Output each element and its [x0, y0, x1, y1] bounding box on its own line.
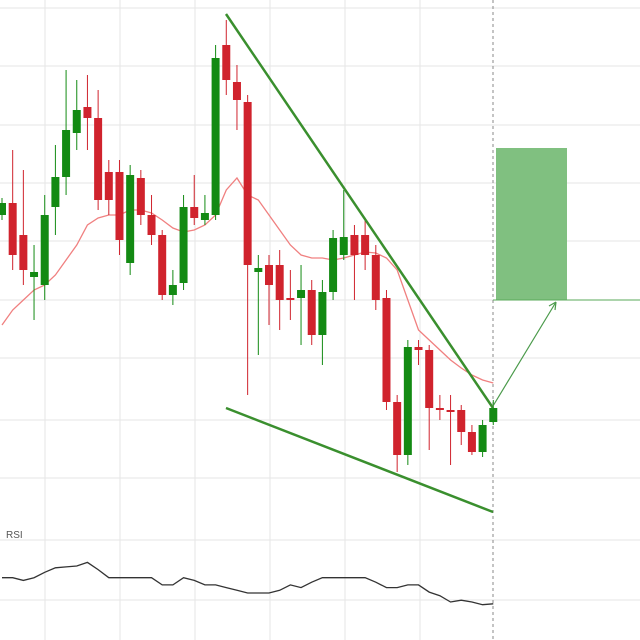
candle-body	[243, 102, 252, 265]
rsi-label: RSI	[6, 530, 23, 541]
candle-body	[19, 235, 28, 270]
candle-body	[339, 237, 348, 255]
candle-body	[286, 298, 295, 300]
candle-body	[265, 265, 273, 285]
upper-trendline	[224, 13, 495, 409]
candle-body	[435, 408, 444, 410]
lower-trendline	[225, 406, 494, 514]
candle-body	[318, 292, 327, 335]
candle-body	[30, 272, 39, 277]
candle-body	[371, 255, 380, 300]
candle-body	[62, 130, 71, 177]
candle-body	[232, 82, 241, 100]
rsi-line	[2, 561, 494, 606]
candle-body	[489, 408, 498, 422]
candle-body	[83, 107, 92, 118]
candle-body	[200, 213, 209, 220]
candle-body	[115, 172, 124, 240]
candle-body	[361, 235, 370, 255]
candle-body	[382, 298, 391, 402]
candle-body	[136, 178, 145, 215]
candle-body	[350, 235, 359, 255]
candle-body	[211, 58, 220, 215]
candle-body	[457, 410, 466, 432]
candle-body	[126, 175, 135, 263]
candle-body	[478, 425, 487, 452]
candle-body	[222, 45, 231, 80]
candle-body	[425, 350, 434, 408]
candle-body	[8, 203, 17, 255]
candle-body	[403, 347, 412, 455]
candle-body	[104, 172, 113, 200]
projection-arrow	[492, 301, 557, 407]
candle-body	[40, 215, 49, 285]
candle-body	[414, 347, 423, 350]
candle-body	[275, 265, 284, 300]
candle-body	[467, 432, 476, 452]
candle-body	[329, 238, 338, 292]
candle-body	[446, 410, 455, 412]
candle-body	[297, 290, 306, 298]
candle-body	[179, 207, 188, 283]
candle-body	[72, 110, 81, 133]
arrow-head	[548, 301, 557, 311]
candle-body	[307, 290, 316, 335]
candle-body	[190, 207, 199, 218]
candle-body	[147, 215, 156, 235]
candle-body	[94, 118, 103, 200]
candle-body	[51, 177, 60, 207]
candle-body	[393, 402, 402, 455]
candle-body	[0, 203, 6, 215]
target-box	[496, 148, 567, 300]
candle-body	[158, 235, 167, 295]
candle-body	[168, 285, 177, 295]
plot	[0, 20, 498, 606]
candle-body	[254, 268, 263, 272]
